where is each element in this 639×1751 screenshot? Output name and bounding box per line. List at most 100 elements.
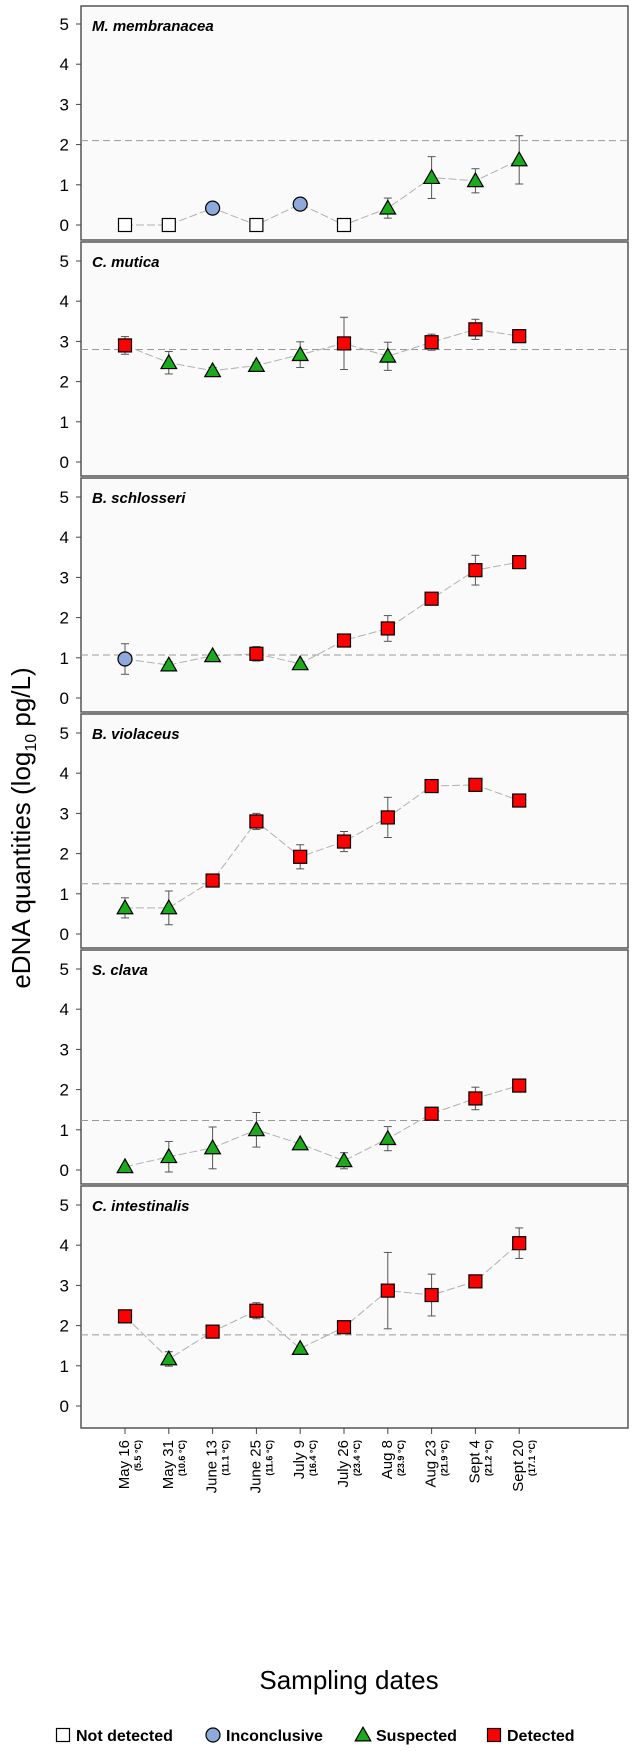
data-point xyxy=(512,1078,527,1093)
series-line xyxy=(124,1085,520,1168)
y-tick-label: 0 xyxy=(60,216,69,235)
panel-title: M. membranacea xyxy=(92,18,214,35)
data-point xyxy=(380,621,395,636)
data-point xyxy=(291,654,310,671)
data-point xyxy=(378,1129,397,1146)
data-point xyxy=(203,361,222,378)
legend-item: Suspected xyxy=(354,1725,457,1745)
panel-1: 0 1 2 3 4 5 M. membranacea xyxy=(60,5,629,241)
panel-title: C. mutica xyxy=(92,254,160,271)
x-tick-temp: (10.6 °C) xyxy=(177,1440,187,1476)
x-tick-label: Aug 8 xyxy=(379,1440,396,1479)
series-line xyxy=(125,159,520,226)
x-tick-label: May 16 xyxy=(116,1440,133,1489)
x-tick-label: July 9 xyxy=(291,1440,308,1479)
y-tick-label: 0 xyxy=(60,925,69,944)
data-point xyxy=(249,646,264,661)
data-point xyxy=(424,778,439,794)
data-point xyxy=(205,873,220,888)
y-axis-title-sub: 10 xyxy=(23,734,40,752)
x-tick-temp: (16.4 °C) xyxy=(308,1440,318,1476)
data-point xyxy=(291,1339,310,1355)
y-tick-label: 2 xyxy=(60,136,69,155)
panel-frame xyxy=(80,241,629,477)
y-tick-label: 2 xyxy=(60,1317,69,1336)
data-point xyxy=(336,336,352,351)
y-tick-label: 4 xyxy=(60,292,69,311)
data-point xyxy=(424,591,439,606)
x-tick-label: Sept 20 xyxy=(510,1440,527,1492)
y-tick-label: 1 xyxy=(60,1121,69,1140)
data-point xyxy=(205,200,221,216)
data-point xyxy=(249,217,264,233)
panel-title: B. schlosseri xyxy=(92,490,186,507)
data-point xyxy=(512,555,527,570)
y-tick-label: 4 xyxy=(60,1000,69,1019)
data-point xyxy=(336,834,352,849)
x-tick-temp: (17.1 °C) xyxy=(527,1440,537,1476)
y-tick-label: 1 xyxy=(60,413,69,432)
y-tick-label: 1 xyxy=(60,1357,69,1376)
series-line xyxy=(125,784,520,909)
y-axis-title: eDNA quantities (log10 pg/L) xyxy=(6,667,40,988)
y-tick-label: 5 xyxy=(60,960,69,979)
panels: 0 1 2 3 4 5 M. membranacea 0 1 2 3 4 5 C. mutica 0 1 2 3 4… xyxy=(60,5,629,1429)
data-point xyxy=(117,338,133,353)
series-line xyxy=(124,328,520,372)
x-tick-label: June 13 xyxy=(204,1440,221,1493)
data-point xyxy=(380,810,395,825)
y-tick-label: 5 xyxy=(60,724,69,743)
data-point xyxy=(468,322,483,337)
data-point xyxy=(116,1157,134,1174)
x-tick-temp: (21.2 °C) xyxy=(483,1440,493,1476)
series-line xyxy=(124,1242,520,1360)
data-point xyxy=(335,1151,353,1168)
data-point xyxy=(512,793,527,808)
y-tick-label: 2 xyxy=(60,373,69,392)
y-tick-label: 3 xyxy=(60,332,69,351)
x-tick-label: July 26 xyxy=(335,1440,352,1488)
data-point xyxy=(336,217,352,233)
y-tick-label: 5 xyxy=(60,15,69,34)
x-axis-labels: May 16 (5.5 °C) May 31 (10.6 °C) June 13 (11.… xyxy=(116,1428,537,1493)
panel-title: B. violaceus xyxy=(92,726,180,743)
legend-marker xyxy=(55,1727,71,1743)
series-line xyxy=(124,561,520,666)
data-point xyxy=(159,1147,178,1164)
data-point xyxy=(117,217,133,233)
data-point xyxy=(247,1120,266,1137)
legend-label: Inconclusive xyxy=(226,1728,323,1745)
data-point xyxy=(336,633,352,648)
x-tick-temp: (11.1 °C) xyxy=(221,1440,231,1476)
data-point xyxy=(203,646,222,663)
y-tick-label: 4 xyxy=(60,528,69,547)
data-point xyxy=(159,353,178,370)
y-tick-label: 0 xyxy=(60,1161,69,1180)
panel-6: 0 1 2 3 4 5 C. intestinalis xyxy=(60,1185,629,1429)
x-tick-temp: (5.5 °C) xyxy=(133,1440,143,1471)
legend-label: Suspected xyxy=(376,1728,457,1745)
x-tick-label: Sept 4 xyxy=(466,1440,483,1483)
data-point xyxy=(424,1287,439,1303)
panel-4: 0 1 2 3 4 5 B. violaceus xyxy=(60,713,629,949)
data-point xyxy=(466,171,485,188)
data-point xyxy=(203,1138,222,1155)
legend-item: Detected xyxy=(486,1727,575,1745)
data-point xyxy=(249,814,264,829)
y-tick-label: 0 xyxy=(60,1397,69,1416)
data-point xyxy=(468,563,483,578)
data-point xyxy=(512,329,527,344)
y-tick-label: 5 xyxy=(60,252,69,271)
legend-marker xyxy=(354,1725,372,1742)
data-point xyxy=(380,1283,395,1298)
legend-label: Not detected xyxy=(76,1728,173,1745)
data-point xyxy=(249,1303,264,1318)
y-tick-label: 3 xyxy=(60,568,69,587)
legend: Not detected Inconclusive Suspected Detecte… xyxy=(55,1725,575,1745)
data-point xyxy=(424,335,439,350)
y-tick-label: 0 xyxy=(60,689,69,708)
data-point xyxy=(247,356,266,372)
x-tick-temp: (11.6 °C) xyxy=(264,1440,274,1476)
data-point xyxy=(205,1324,220,1339)
